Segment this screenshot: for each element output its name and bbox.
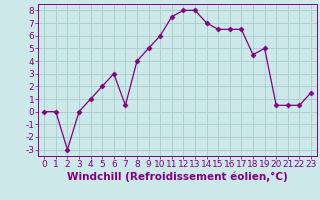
X-axis label: Windchill (Refroidissement éolien,°C): Windchill (Refroidissement éolien,°C) xyxy=(67,172,288,182)
